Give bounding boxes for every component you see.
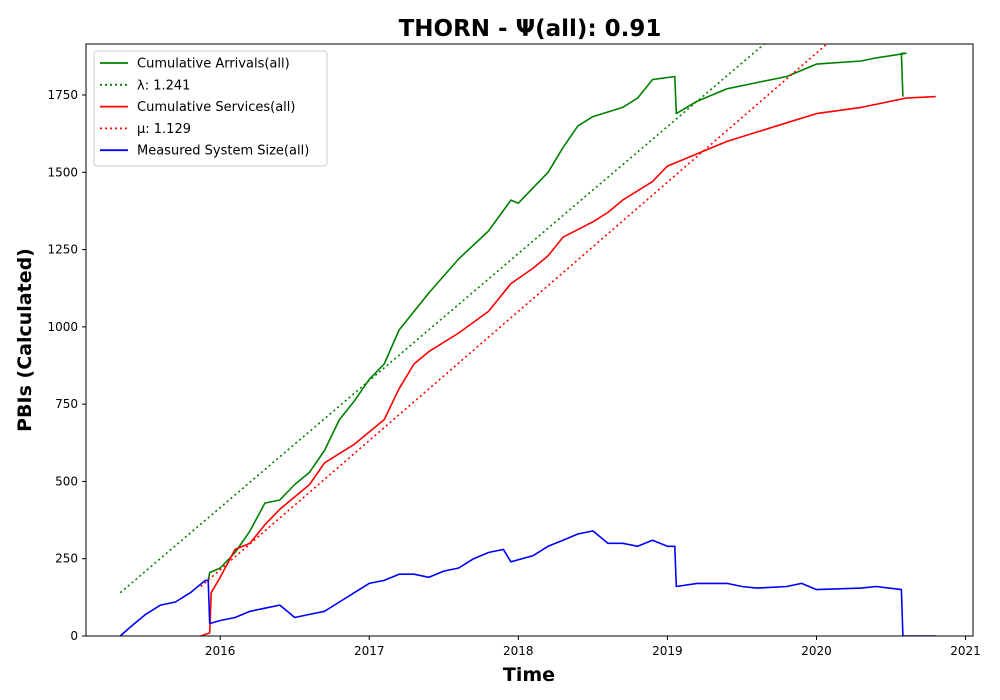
x-axis-label: Time — [503, 664, 555, 686]
series-line-2 — [200, 95, 936, 636]
y-tick-label: 250 — [55, 552, 78, 566]
series-line-3 — [200, 44, 828, 588]
y-tick-label: 750 — [55, 397, 78, 411]
legend: Cumulative Arrivals(all) λ: 1.241 Cumulati… — [93, 50, 328, 167]
series-group — [119, 44, 936, 636]
series-line-1 — [119, 44, 765, 594]
legend-box — [93, 50, 328, 167]
y-axis-label: PBIs (Calculated) — [14, 248, 36, 432]
y-tick-label: 1000 — [47, 320, 78, 334]
y-tick-label: 0 — [70, 629, 78, 643]
legend-label-3: μ: 1.129 — [137, 122, 191, 137]
chart-title: THORN - Ψ(all): 0.91 — [399, 16, 662, 42]
x-tick-label: 2017 — [354, 644, 385, 658]
legend-label-0: Cumulative Arrivals(all) — [137, 57, 290, 72]
x-tick-label: 2020 — [801, 644, 832, 658]
y-tick-label: 1250 — [47, 243, 78, 257]
y-tick-label: 500 — [55, 474, 78, 488]
y-tick-label: 1500 — [47, 165, 78, 179]
x-tick-label: 2019 — [652, 644, 683, 658]
y-tick-label: 1750 — [47, 88, 78, 102]
x-tick-label: 2018 — [503, 644, 534, 658]
legend-label-2: Cumulative Services(all) — [137, 100, 295, 115]
series-line-4 — [119, 530, 936, 636]
series-line-0 — [207, 52, 907, 581]
legend-label-4: Measured System Size(all) — [137, 144, 309, 159]
plot-frame — [85, 43, 974, 637]
x-tick-label: 2021 — [950, 644, 981, 658]
legend-label-1: λ: 1.241 — [137, 78, 190, 93]
x-tick-label: 2016 — [205, 644, 236, 658]
plot-area: 2016 2017 2018 2019 2020 2021 0 250 500 750 1000 12… — [47, 43, 981, 658]
